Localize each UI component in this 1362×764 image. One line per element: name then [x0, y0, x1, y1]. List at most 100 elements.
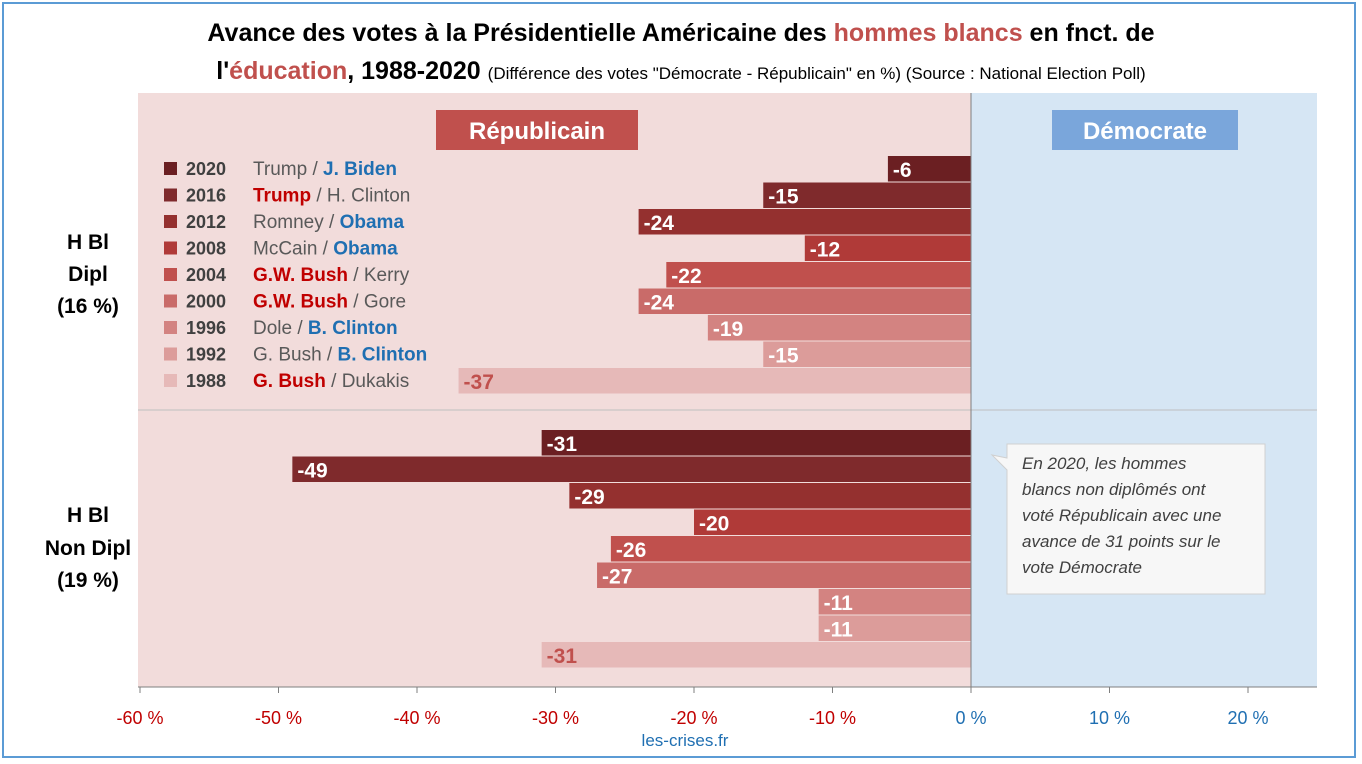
- legend-year: 2012: [186, 212, 226, 232]
- legend-year: 2004: [186, 265, 226, 285]
- legend-swatch: [164, 215, 177, 228]
- bar: [292, 456, 972, 482]
- legend-democrat: Gore: [364, 292, 406, 313]
- legend-candidates: G.W. Bush / Gore: [253, 292, 406, 313]
- bar-value-label: -15: [768, 185, 799, 208]
- bar: [763, 341, 971, 367]
- legend-swatch: [164, 321, 177, 334]
- bar-value-label: -19: [713, 318, 743, 341]
- legend-swatch: [164, 294, 177, 308]
- bar-value-label: -49: [297, 459, 327, 482]
- legend-democrat: Obama: [333, 239, 398, 260]
- x-tick-label: -30 %: [532, 708, 579, 728]
- bar-value-label: -11: [824, 592, 854, 615]
- group-label: (16 %): [57, 295, 119, 318]
- annotation-text: En 2020, les hommes blancs non diplômés o…: [1022, 454, 1221, 577]
- legend-democrat: J. Biden: [323, 159, 397, 180]
- x-tick-label: 10 %: [1089, 708, 1130, 728]
- bar-value-label: -24: [644, 212, 675, 235]
- legend-democrat: Dukakis: [342, 371, 410, 392]
- legend-candidates: G.W. Bush / Kerry: [253, 265, 410, 286]
- legend-candidates: G. Bush / Dukakis: [253, 371, 409, 392]
- legend-democrat: B. Clinton: [308, 318, 398, 339]
- bar: [804, 235, 971, 261]
- group-label: Dipl: [68, 263, 108, 286]
- bar-value-label: -11: [824, 618, 854, 641]
- bar-value-label: -22: [671, 265, 701, 288]
- bar: [763, 182, 971, 208]
- bar-value-label: -15: [768, 344, 799, 367]
- bar-value-label: -24: [644, 291, 675, 314]
- bar-value-label: -27: [602, 565, 632, 588]
- legend-republican: G. Bush: [253, 345, 322, 366]
- chart-subtitle: (Différence des votes "Démocrate - Répub…: [487, 64, 1146, 83]
- legend-candidates: Romney / Obama: [253, 212, 404, 233]
- legend-candidates: Trump / J. Biden: [253, 159, 397, 180]
- legend-swatch: [164, 374, 177, 387]
- bar: [694, 509, 971, 535]
- legend-republican: Dole: [253, 318, 292, 339]
- legend-year: 1992: [186, 345, 226, 365]
- bar: [638, 209, 971, 235]
- legend-democrat: Kerry: [364, 265, 410, 286]
- bar: [707, 315, 971, 341]
- bar-value-label: -37: [464, 371, 494, 394]
- republicain-label-box: [436, 110, 638, 150]
- legend-republican: Trump: [253, 186, 311, 207]
- legend-year: 2008: [186, 239, 226, 259]
- democrate-label: Démocrate: [1083, 118, 1207, 145]
- legend-republican: Romney: [253, 212, 324, 233]
- group-label: H Bl: [67, 504, 109, 527]
- bar: [597, 562, 971, 588]
- legend-republican: Trump: [253, 159, 307, 180]
- bar-value-label: -26: [616, 539, 646, 562]
- legend-swatch: [164, 268, 177, 281]
- legend-year: 1988: [186, 371, 226, 391]
- bar-value-label: -31: [547, 645, 578, 668]
- legend-year: 2020: [186, 159, 226, 179]
- group-label: (19 %): [57, 569, 119, 592]
- legend-swatch: [164, 241, 177, 255]
- legend-democrat: B. Clinton: [338, 345, 428, 366]
- bar: [610, 536, 971, 562]
- x-tick-label: -40 %: [393, 708, 440, 728]
- bar-value-label: -20: [699, 512, 729, 535]
- bar: [541, 642, 971, 668]
- legend-swatch: [164, 162, 177, 175]
- annotation-box: [990, 443, 1266, 595]
- group-label: H Bl: [67, 231, 109, 254]
- bar: [818, 615, 971, 641]
- legend-democrat: Obama: [340, 212, 405, 233]
- legend-year: 1996: [186, 318, 226, 338]
- republicain-label: Républicain: [469, 118, 605, 145]
- bar: [541, 430, 971, 456]
- bar-value-label: -31: [547, 433, 578, 456]
- x-tick-label: -50 %: [255, 708, 302, 728]
- legend-swatch: [164, 188, 177, 202]
- x-tick-label: -20 %: [670, 708, 717, 728]
- legend-year: 2000: [186, 292, 226, 312]
- x-tick-label: 20 %: [1227, 708, 1268, 728]
- democrat-zone: [971, 93, 1317, 687]
- bar: [569, 483, 971, 509]
- legend-republican: G.W. Bush: [253, 292, 348, 313]
- bar: [887, 156, 971, 182]
- bar-value-label: -29: [574, 486, 604, 509]
- bar: [458, 368, 971, 394]
- bar: [818, 589, 971, 615]
- x-tick-label: -60 %: [116, 708, 163, 728]
- chart-title-line2: l'éducation, 1988-2020 (Différence des v…: [216, 57, 1146, 85]
- legend-candidates: Trump / H. Clinton: [253, 186, 410, 207]
- x-tick-label: 0 %: [955, 708, 986, 728]
- legend-candidates: G. Bush / B. Clinton: [253, 345, 427, 366]
- legend-republican: G. Bush: [253, 371, 326, 392]
- legend-republican: McCain: [253, 239, 317, 260]
- chart-title-line1: Avance des votes à la Présidentielle Amé…: [207, 19, 1155, 47]
- legend-year: 2016: [186, 186, 226, 206]
- x-tick-label: -10 %: [809, 708, 856, 728]
- bar: [638, 288, 971, 314]
- bar: [666, 262, 971, 288]
- legend-candidates: Dole / B. Clinton: [253, 318, 398, 339]
